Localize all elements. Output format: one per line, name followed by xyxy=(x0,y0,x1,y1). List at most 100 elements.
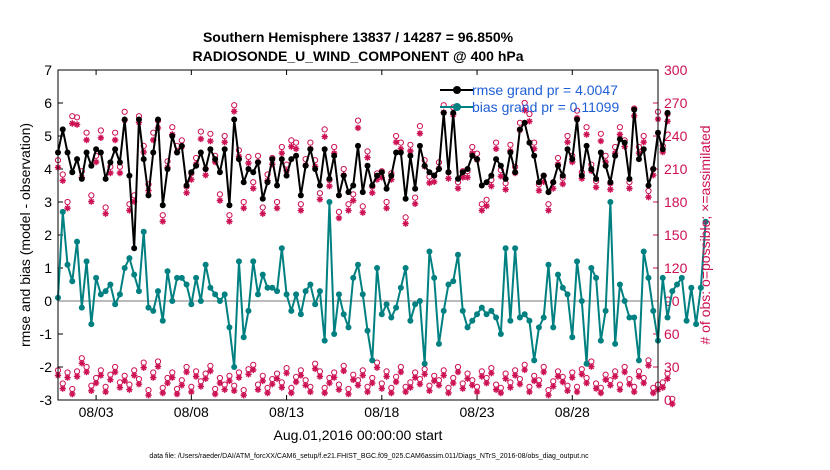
obs_possible-point xyxy=(354,117,362,124)
rmse-point xyxy=(445,169,452,176)
bias-point xyxy=(131,271,138,278)
legend-rmse-marker xyxy=(453,86,461,94)
rmse-point xyxy=(350,182,357,189)
obs_possible-point xyxy=(331,143,338,151)
obs_low_assimilated-point xyxy=(369,379,376,387)
obs_low_assimilated-point xyxy=(126,386,133,393)
obs_low_assimilated-point xyxy=(378,385,386,392)
obs_low_assimilated-point xyxy=(421,371,428,378)
obs_low_assimilated-point xyxy=(435,382,443,389)
obs_low_assimilated-point xyxy=(521,366,528,374)
rmse-point xyxy=(221,146,228,153)
bias-point xyxy=(164,268,171,275)
bias-point xyxy=(93,274,100,281)
obs_low_assimilated-point xyxy=(621,368,628,376)
rmse-point xyxy=(212,156,219,163)
rmse-point xyxy=(626,175,633,182)
obs_low_assimilated-point xyxy=(64,374,71,381)
obs_possible-point xyxy=(345,201,352,208)
rmse-point xyxy=(397,149,404,156)
bias-point xyxy=(197,298,204,304)
obs_assimilated-point xyxy=(402,220,409,227)
obs_low_assimilated-point xyxy=(88,387,95,394)
obs_low_assimilated-point xyxy=(440,372,447,379)
obs_low_assimilated-point xyxy=(283,370,290,377)
obs_low_assimilated-point xyxy=(602,376,609,383)
obs_possible-point xyxy=(221,132,228,140)
obs_low_assimilated-point xyxy=(611,373,619,380)
obs_low_assimilated-point xyxy=(269,381,276,388)
obs_assimilated-point xyxy=(335,214,343,222)
obs_low_assimilated-point xyxy=(573,388,581,396)
obs_assimilated-point xyxy=(407,147,414,155)
obs_assimilated-point xyxy=(530,145,538,152)
obs_possible-point xyxy=(140,142,147,149)
obs_low_assimilated-point xyxy=(273,375,281,382)
obs_low_assimilated-point xyxy=(92,379,100,387)
bias-point xyxy=(393,304,400,311)
bias-point xyxy=(569,334,576,341)
rmse-point xyxy=(155,116,161,123)
bias-point xyxy=(69,278,76,285)
obs_low_assimilated-point xyxy=(107,376,114,383)
bias-point xyxy=(202,261,209,268)
bias-point xyxy=(583,360,590,367)
obs_possible-point xyxy=(273,198,281,206)
rmse-point xyxy=(307,146,314,153)
obs_low_assimilated-point xyxy=(259,377,266,385)
obs_possible-point xyxy=(316,190,324,197)
obs_low_assimilated-point xyxy=(397,368,405,376)
obs_assimilated-point xyxy=(464,174,471,181)
bias-point xyxy=(216,298,223,304)
obs_assimilated-point xyxy=(430,178,438,185)
obs_assimilated-point xyxy=(535,187,543,194)
obs_possible-point xyxy=(583,124,590,131)
obs_assimilated-point xyxy=(288,143,295,150)
obs_low_assimilated-point xyxy=(392,378,400,386)
obs_low_assimilated-point xyxy=(540,368,547,376)
rmse-point xyxy=(264,179,271,186)
bias-point xyxy=(331,331,338,337)
obs_possible-point xyxy=(416,123,424,130)
rmse-point xyxy=(169,133,176,139)
bias-point xyxy=(412,301,419,308)
obs_assimilated-point xyxy=(278,150,286,157)
obs_assimilated-point xyxy=(488,183,495,190)
rmse-point xyxy=(126,172,133,179)
obs_low_assimilated-point xyxy=(497,389,505,397)
rmse-point xyxy=(150,149,157,156)
obs_low_assimilated-point xyxy=(150,374,157,381)
rmse-point xyxy=(512,169,519,176)
obs_low_assimilated-point xyxy=(669,400,676,408)
obs_assimilated-point xyxy=(445,175,452,182)
obs_low_assimilated-point xyxy=(240,392,247,399)
obs_low_assimilated-point xyxy=(616,386,624,393)
obs_low_assimilated-point xyxy=(211,390,219,398)
obs_low_assimilated-point xyxy=(383,373,390,380)
obs_assimilated-point xyxy=(392,139,400,146)
obs_assimilated-point xyxy=(483,202,490,210)
bias-point xyxy=(550,324,557,331)
obs_assimilated-point xyxy=(640,139,647,146)
obs_possible-point xyxy=(254,152,262,159)
obs_assimilated-point xyxy=(497,173,505,180)
rmse-point xyxy=(378,169,385,176)
rmse-point xyxy=(202,166,209,172)
rmse-point xyxy=(193,162,200,169)
bias-point xyxy=(621,298,628,304)
rmse-point xyxy=(569,156,576,163)
y-tick-right-label: 90 xyxy=(664,293,680,309)
obs_possible-point xyxy=(407,141,414,148)
obs_low_assimilated-point xyxy=(388,389,395,397)
bias-point xyxy=(493,314,500,321)
obs_low_assimilated-point xyxy=(516,381,524,388)
bias-point xyxy=(397,284,404,291)
rmse-point xyxy=(269,156,276,163)
bias-point xyxy=(516,314,523,321)
bias-point xyxy=(302,288,309,295)
obs_possible-point xyxy=(259,204,266,211)
rmse-point xyxy=(426,169,433,176)
rmse-point xyxy=(59,126,66,133)
obs_low_assimilated-point xyxy=(69,390,76,398)
rmse-point xyxy=(574,116,581,123)
